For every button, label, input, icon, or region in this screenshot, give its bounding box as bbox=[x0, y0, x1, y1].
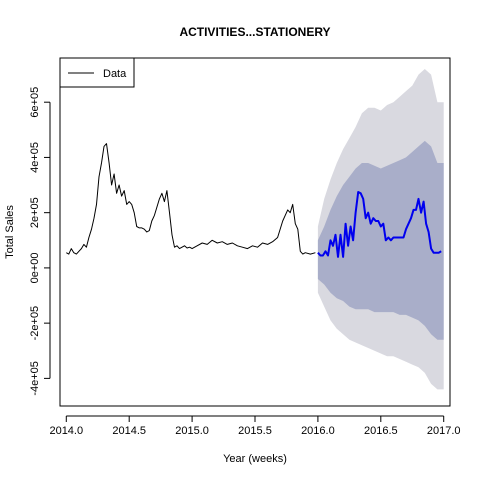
data-line bbox=[66, 143, 316, 255]
x-tick-label: 2015.5 bbox=[238, 425, 272, 437]
prediction-intervals bbox=[317, 69, 444, 390]
legend: Data bbox=[59, 57, 135, 88]
y-tick-label: 6e+05 bbox=[29, 87, 41, 118]
x-tick-label: 2015.0 bbox=[175, 425, 209, 437]
x-tick-label: 2016.0 bbox=[301, 425, 335, 437]
plot-frame bbox=[59, 57, 451, 407]
series-lines bbox=[66, 143, 442, 258]
y-tick-label: -4e+05 bbox=[29, 361, 41, 396]
legend-label-data: Data bbox=[103, 68, 127, 80]
y-tick-label: -2e+05 bbox=[29, 306, 41, 341]
y-axis-label: Total Sales bbox=[4, 205, 16, 259]
y-axis: -4e+05 -2e+05 0e+00 2e+05 4e+05 6e+05 bbox=[29, 87, 51, 396]
x-tick-label: 2016.5 bbox=[364, 425, 398, 437]
y-tick-label: 0e+00 bbox=[29, 252, 41, 283]
y-tick-label: 4e+05 bbox=[29, 142, 41, 173]
y-tick-label: 2e+05 bbox=[29, 197, 41, 228]
chart-title: ACTIVITIES...STATIONERY bbox=[179, 25, 330, 39]
x-tick-label: 2017.0 bbox=[427, 425, 461, 437]
x-axis: 2014.0 2014.5 2015.0 2015.5 2016.0 2016.5 2017… bbox=[49, 415, 461, 437]
forecast-line bbox=[317, 191, 442, 258]
x-tick-label: 2014.0 bbox=[49, 425, 83, 437]
x-tick-label: 2014.5 bbox=[112, 425, 146, 437]
x-axis-label: Year (weeks) bbox=[223, 453, 287, 465]
interval-80-band bbox=[317, 140, 444, 340]
